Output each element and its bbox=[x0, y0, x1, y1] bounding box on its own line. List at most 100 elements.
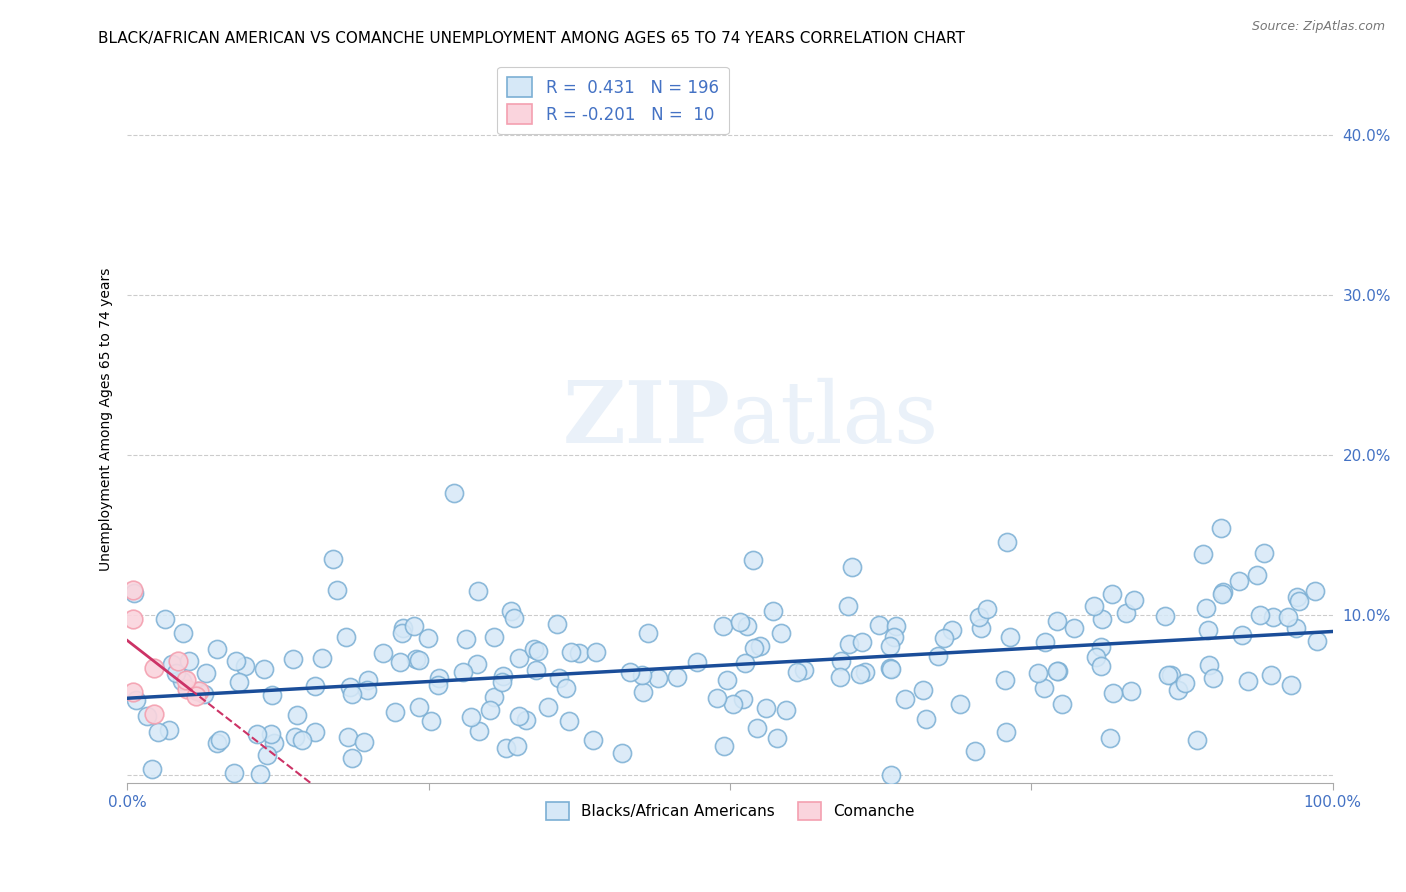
Point bbox=[610, 747, 633, 761]
Point bbox=[1099, 731, 1122, 745]
Point bbox=[560, 645, 582, 659]
Point bbox=[762, 604, 785, 618]
Point bbox=[495, 741, 517, 756]
Text: atlas: atlas bbox=[730, 377, 939, 460]
Point bbox=[281, 652, 304, 666]
Text: BLACK/AFRICAN AMERICAN VS COMANCHE UNEMPLOYMENT AMONG AGES 65 TO 74 YEARS CORREL: BLACK/AFRICAN AMERICAN VS COMANCHE UNEMP… bbox=[98, 31, 966, 46]
Point bbox=[1090, 640, 1112, 654]
Point bbox=[454, 632, 477, 646]
Point bbox=[1174, 676, 1197, 690]
Point bbox=[1119, 684, 1142, 698]
Point bbox=[467, 583, 489, 598]
Point bbox=[1211, 521, 1233, 535]
Point bbox=[256, 748, 278, 763]
Point bbox=[976, 601, 998, 615]
Point bbox=[1047, 665, 1070, 679]
Point bbox=[499, 604, 522, 618]
Point bbox=[558, 714, 581, 729]
Point bbox=[373, 646, 395, 660]
Point bbox=[1306, 634, 1329, 648]
Point bbox=[353, 734, 375, 748]
Point bbox=[468, 724, 491, 739]
Point bbox=[209, 732, 232, 747]
Point bbox=[994, 673, 1017, 688]
Legend: Blacks/African Americans, Comanche: Blacks/African Americans, Comanche bbox=[540, 796, 921, 826]
Point bbox=[741, 553, 763, 567]
Point bbox=[122, 582, 145, 597]
Point bbox=[915, 712, 938, 726]
Point bbox=[1046, 664, 1069, 678]
Point bbox=[1230, 628, 1253, 642]
Point bbox=[868, 617, 890, 632]
Point bbox=[1192, 547, 1215, 561]
Point bbox=[1263, 610, 1285, 624]
Point bbox=[503, 611, 526, 625]
Point bbox=[389, 655, 412, 669]
Point bbox=[706, 691, 728, 706]
Point bbox=[122, 586, 145, 600]
Point bbox=[548, 671, 571, 685]
Point bbox=[1198, 657, 1220, 672]
Point bbox=[730, 615, 752, 629]
Point bbox=[554, 681, 576, 695]
Point bbox=[711, 619, 734, 633]
Point bbox=[165, 665, 187, 680]
Point bbox=[222, 765, 245, 780]
Point bbox=[853, 665, 876, 680]
Point bbox=[153, 611, 176, 625]
Point bbox=[1033, 681, 1056, 695]
Point bbox=[1063, 622, 1085, 636]
Point bbox=[748, 640, 770, 654]
Point bbox=[249, 767, 271, 781]
Point bbox=[582, 732, 605, 747]
Point bbox=[585, 645, 607, 659]
Point bbox=[143, 661, 166, 675]
Point bbox=[1035, 634, 1057, 648]
Point bbox=[1211, 587, 1233, 601]
Point bbox=[170, 673, 193, 688]
Point bbox=[970, 621, 993, 635]
Point bbox=[841, 559, 863, 574]
Point bbox=[419, 714, 441, 728]
Point bbox=[1285, 591, 1308, 605]
Point bbox=[1227, 574, 1250, 589]
Point bbox=[927, 648, 949, 663]
Point bbox=[766, 731, 789, 746]
Point bbox=[427, 671, 450, 685]
Point bbox=[143, 706, 166, 721]
Point bbox=[755, 701, 778, 715]
Text: ZIP: ZIP bbox=[562, 377, 730, 461]
Point bbox=[524, 663, 547, 677]
Point bbox=[1102, 685, 1125, 699]
Point bbox=[225, 654, 247, 668]
Point bbox=[179, 654, 201, 668]
Point bbox=[260, 688, 283, 702]
Point bbox=[253, 662, 276, 676]
Point bbox=[392, 620, 415, 634]
Point bbox=[793, 663, 815, 677]
Point bbox=[880, 662, 903, 676]
Point bbox=[465, 657, 488, 671]
Point bbox=[731, 691, 754, 706]
Point bbox=[339, 681, 361, 695]
Point bbox=[1277, 610, 1299, 624]
Point bbox=[883, 631, 905, 645]
Point bbox=[742, 641, 765, 656]
Point bbox=[193, 687, 215, 701]
Point bbox=[770, 625, 793, 640]
Point bbox=[194, 666, 217, 681]
Point bbox=[1260, 668, 1282, 682]
Point bbox=[848, 666, 870, 681]
Point bbox=[391, 625, 413, 640]
Point bbox=[508, 709, 530, 723]
Point bbox=[1101, 587, 1123, 601]
Point bbox=[998, 631, 1021, 645]
Point bbox=[1246, 567, 1268, 582]
Point bbox=[174, 673, 197, 687]
Point bbox=[340, 751, 363, 765]
Point bbox=[443, 486, 465, 500]
Point bbox=[1249, 607, 1271, 622]
Point bbox=[1154, 609, 1177, 624]
Point bbox=[637, 626, 659, 640]
Point bbox=[246, 727, 269, 741]
